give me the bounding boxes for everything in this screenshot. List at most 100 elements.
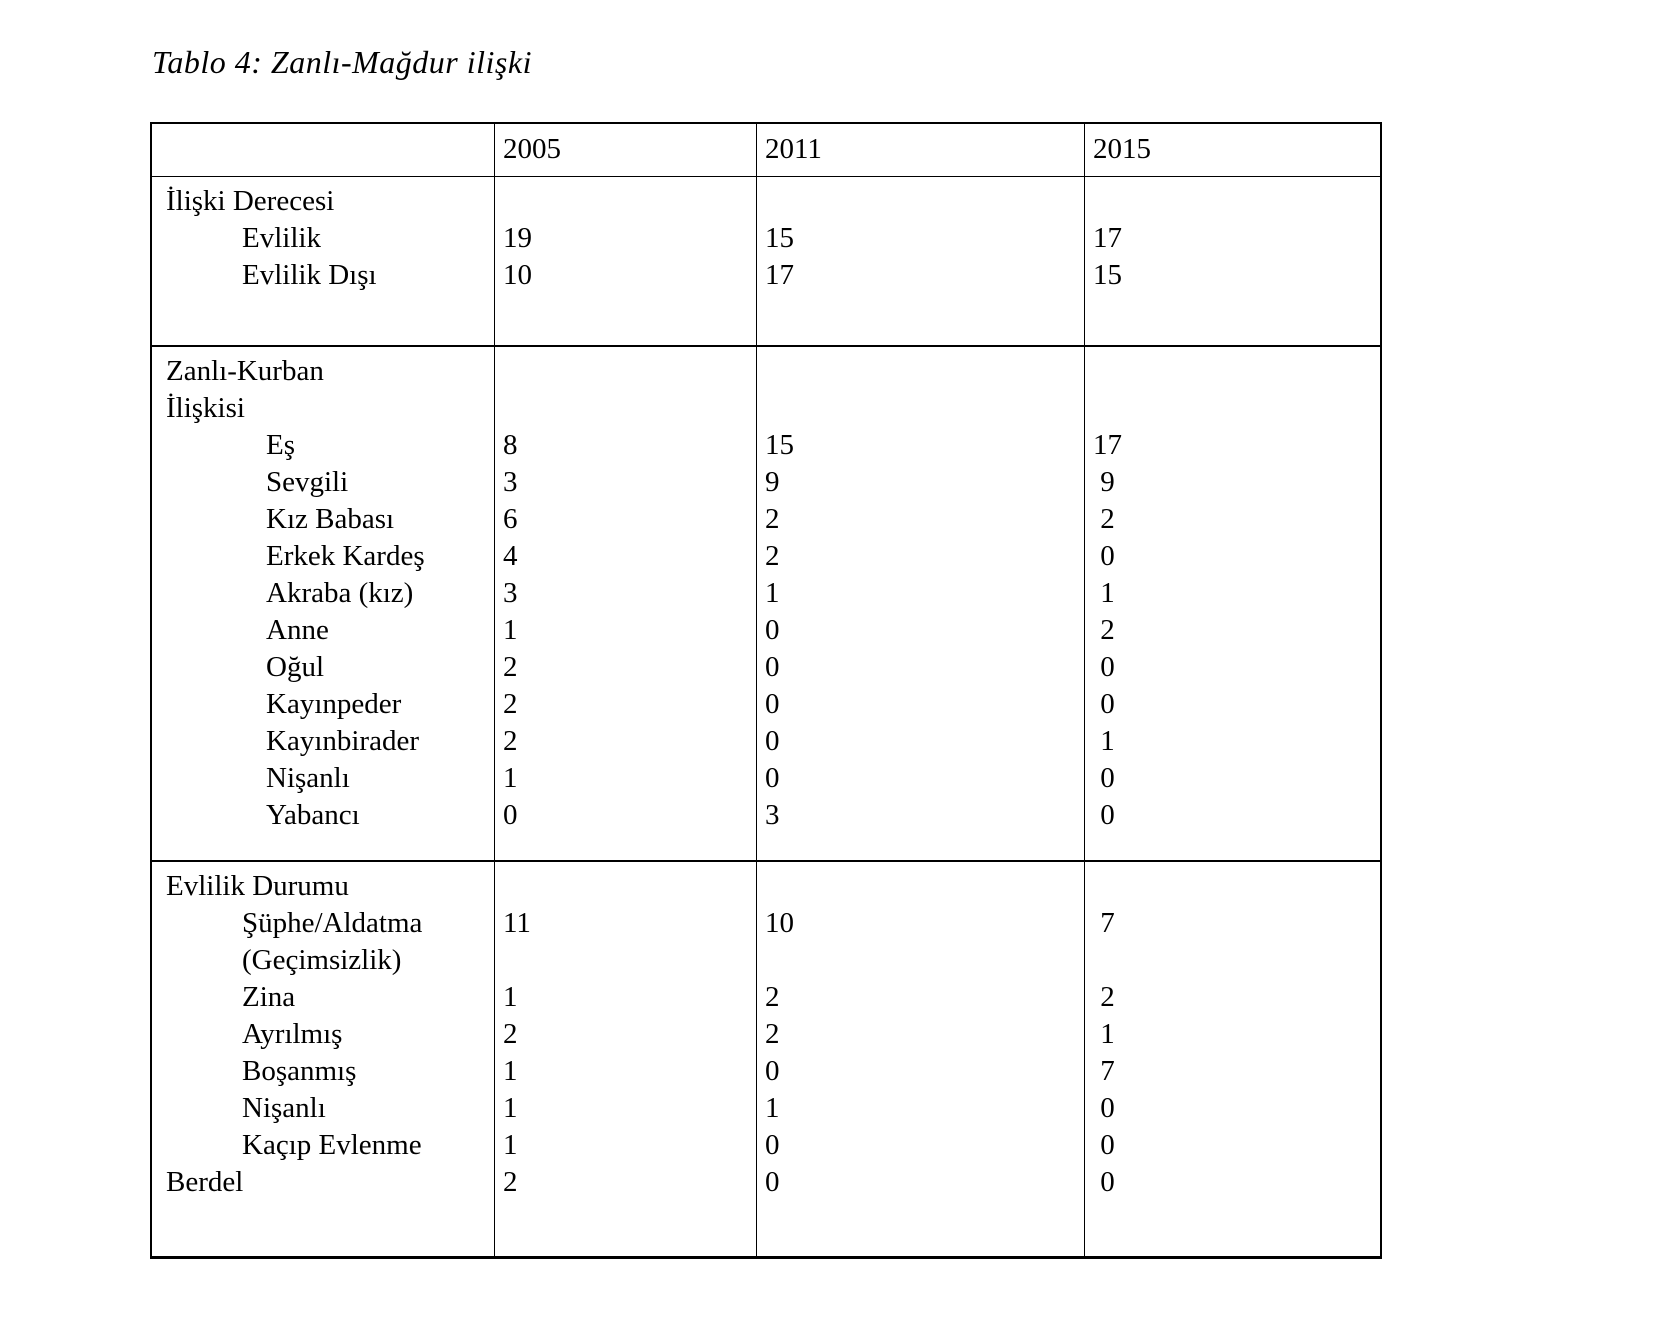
cell-value: 2 xyxy=(503,651,518,683)
cell-value: 2 xyxy=(503,1018,518,1050)
cell-value: 1 xyxy=(503,1092,518,1124)
cell-value: 0 xyxy=(503,799,518,831)
row-label: Kaçıp Evlenme xyxy=(242,1129,422,1161)
year-column-cell-2005: 8 3 6 4 3 1 2 2 2 1 0 xyxy=(495,347,757,860)
row-label: Kayınbirader xyxy=(266,725,419,757)
cell-value: 1 xyxy=(1093,577,1115,609)
row-label: Şüphe/Aldatma xyxy=(242,907,423,939)
year-header-2015: 2015 xyxy=(1093,133,1151,165)
cell-value: 2 xyxy=(765,503,780,535)
year-column-cell-2015: 17 15 xyxy=(1085,177,1380,345)
cell-value: 2 xyxy=(765,1018,780,1050)
row-label: Zina xyxy=(242,981,296,1013)
year-column-cell-2005: 11 1 2 1 1 1 2 xyxy=(495,862,757,1256)
cell-value: 11 xyxy=(503,907,531,939)
cell-value: 2 xyxy=(503,1166,518,1198)
cell-value: 9 xyxy=(765,466,780,498)
row-label: (Geçimsizlik) xyxy=(242,944,402,976)
cell-value xyxy=(765,868,1084,905)
cell-value: 1 xyxy=(765,1092,780,1124)
cell-value: 0 xyxy=(1093,1166,1115,1198)
table-section-evlilik-durumu: Evlilik Durumu Şüphe/Aldatma (Geçimsizlik)… xyxy=(152,860,1380,1256)
cell-value xyxy=(1093,353,1380,390)
empty-header-cell xyxy=(152,124,495,176)
cell-value: 1 xyxy=(503,1129,518,1161)
row-label: Kız Babası xyxy=(266,503,395,535)
cell-value: 3 xyxy=(503,577,518,609)
cell-value: 10 xyxy=(765,907,794,939)
row-label: Erkek Kardeş xyxy=(266,540,425,572)
cell-value: 2 xyxy=(1093,981,1115,1013)
row-label: Oğul xyxy=(266,651,324,683)
label-column-cell: Evlilik Durumu Şüphe/Aldatma (Geçimsizlik)… xyxy=(152,862,495,1256)
cell-value: 4 xyxy=(503,540,518,572)
row-label: Berdel xyxy=(166,1166,244,1198)
year-column-cell-2011: 10 2 2 0 1 0 0 xyxy=(757,862,1085,1256)
cell-value: 0 xyxy=(765,1166,780,1198)
row-label: Anne xyxy=(266,614,329,646)
cell-value: 0 xyxy=(765,762,780,794)
cell-value: 1 xyxy=(503,614,518,646)
table-section-zanli-kurban-iliskisi: Zanlı-Kurban İlişkisi Eş Sevgili Kız Babası E… xyxy=(152,345,1380,860)
data-table: 2005 2011 2015 İlişki Derecesi Evlilik Evl… xyxy=(150,122,1382,1259)
cell-value: 0 xyxy=(1093,1129,1115,1161)
cell-value xyxy=(765,390,1084,427)
cell-value xyxy=(503,390,756,427)
cell-value: 1 xyxy=(1093,1018,1115,1050)
cell-value: 17 xyxy=(1093,222,1122,254)
cell-value: 2 xyxy=(503,688,518,720)
label-column-cell: İlişki Derecesi Evlilik Evlilik Dışı xyxy=(152,177,495,345)
cell-value xyxy=(1093,868,1380,905)
cell-value: 7 xyxy=(1093,907,1115,939)
year-header-2011: 2011 xyxy=(757,124,1085,176)
cell-value: 7 xyxy=(1093,1055,1115,1087)
cell-value: 0 xyxy=(1093,1092,1115,1124)
cell-value xyxy=(503,183,756,220)
row-label: Boşanmış xyxy=(242,1055,357,1087)
row-label: Ayrılmış xyxy=(242,1018,343,1050)
cell-value xyxy=(503,353,756,390)
cell-value: 0 xyxy=(765,651,780,683)
row-label: Evlilik xyxy=(242,222,321,254)
cell-value: 1 xyxy=(1093,725,1115,757)
cell-value: 19 xyxy=(503,222,532,254)
row-label: Nişanlı xyxy=(266,762,350,794)
cell-value: 3 xyxy=(765,799,780,831)
cell-value: 2 xyxy=(1093,503,1115,535)
cell-value xyxy=(503,942,756,979)
row-label: Eş xyxy=(266,429,295,461)
cell-value: 0 xyxy=(1093,799,1115,831)
cell-value xyxy=(503,868,756,905)
row-label: İlişkisi xyxy=(166,392,245,424)
cell-value: 15 xyxy=(765,222,794,254)
cell-value xyxy=(765,942,1084,979)
cell-value: 1 xyxy=(503,1055,518,1087)
cell-value xyxy=(1093,183,1380,220)
cell-value xyxy=(1093,942,1380,979)
cell-value: 3 xyxy=(503,466,518,498)
year-column-cell-2011: 15 9 2 2 1 0 0 0 0 0 3 xyxy=(757,347,1085,860)
cell-value: 1 xyxy=(503,762,518,794)
row-label: Yabancı xyxy=(266,799,360,831)
cell-value xyxy=(765,183,1084,220)
row-label: Evlilik Durumu xyxy=(166,870,349,902)
table-caption: Tablo 4: Zanlı-Mağdur ilişki xyxy=(152,44,532,80)
cell-value: 2 xyxy=(1093,614,1115,646)
row-label: Nişanlı xyxy=(242,1092,326,1124)
row-label: Zanlı-Kurban xyxy=(166,355,324,387)
row-label: İlişki Derecesi xyxy=(166,185,335,217)
cell-value xyxy=(1093,390,1380,427)
cell-value: 0 xyxy=(1093,762,1115,794)
label-column-cell: Zanlı-Kurban İlişkisi Eş Sevgili Kız Babası E… xyxy=(152,347,495,860)
cell-value: 0 xyxy=(1093,540,1115,572)
row-label: Akraba (kız) xyxy=(266,577,414,609)
cell-value: 0 xyxy=(765,1055,780,1087)
cell-value: 15 xyxy=(1093,259,1122,291)
row-label: Sevgili xyxy=(266,466,349,498)
year-column-cell-2015: 7 2 1 7 0 0 0 xyxy=(1085,862,1380,1256)
year-column-cell-2011: 15 17 xyxy=(757,177,1085,345)
year-column-cell-2015: 17 9 2 0 1 2 0 0 1 0 0 xyxy=(1085,347,1380,860)
cell-value: 1 xyxy=(503,981,518,1013)
cell-value: 15 xyxy=(765,429,794,461)
